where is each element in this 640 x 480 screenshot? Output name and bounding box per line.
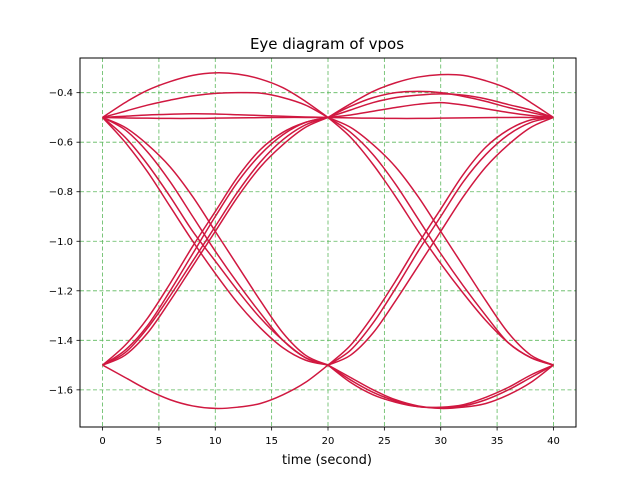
x-axis-label: time (second) [282,453,372,468]
x-tick-label: 35 [491,436,504,447]
eye-trace-line [327,116,554,366]
y-tick-label: −1.2 [49,286,73,297]
eye-trace-line [102,364,329,410]
axis-ticks: 0 5 10 15 20 25 30 35 40 −0.4 −0.6 −0.8 −1.0 −1.2 −1.4… [49,88,560,447]
eye-trace-line [327,364,554,409]
eye-trace-line [327,116,554,120]
eye-trace-line [102,116,328,120]
eye-trace-line [102,116,329,366]
x-tick-label: 20 [322,436,335,447]
eye-trace-line [102,112,329,119]
x-tick-label: 10 [209,436,222,447]
y-tick-label: −1.0 [49,237,73,248]
y-tick-label: −0.6 [49,138,73,149]
y-tick-label: −0.4 [49,88,73,99]
grid [80,58,576,427]
eye-trace-line [102,116,329,366]
chart-title: Eye diagram of vpos [250,35,404,53]
eye-trace-line [327,116,554,366]
eye-trace-line [102,91,329,119]
eye-trace-line [327,90,554,119]
eye-trace-line [102,72,329,119]
eye-trace-line [327,101,554,119]
eye-trace-line [101,116,329,366]
eye-trace-line [327,73,554,119]
eye-trace-line [327,116,554,366]
x-tick-label: 15 [265,436,278,447]
eye-trace-line [327,93,554,119]
eye-trace-line [102,116,329,366]
x-tick-label: 5 [156,436,162,447]
x-tick-label: 30 [434,436,447,447]
x-tick-label: 40 [547,436,560,447]
y-tick-label: −0.8 [49,187,73,198]
eye-trace-line [102,116,329,366]
eye-trace-line [327,116,554,366]
x-tick-label: 0 [99,436,105,447]
y-tick-label: −1.6 [49,385,73,396]
x-tick-label: 25 [378,436,391,447]
series-layer [101,72,554,410]
y-tick-label: −1.4 [49,336,73,347]
eye-trace-line [102,116,329,366]
